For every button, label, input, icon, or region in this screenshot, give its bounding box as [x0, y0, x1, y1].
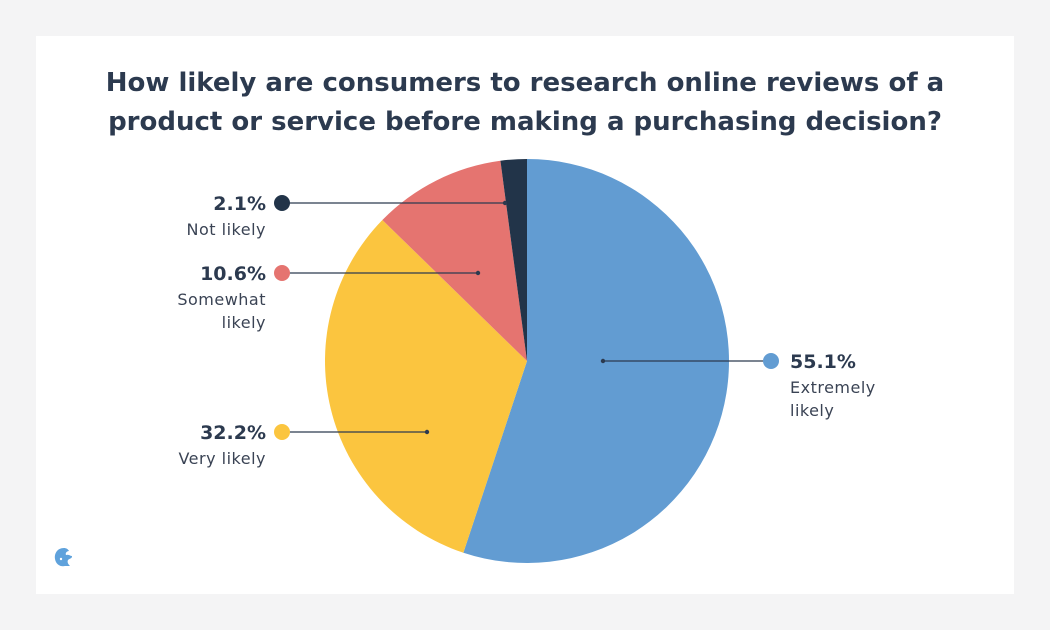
data-label-extremely-likely: 55.1%	[790, 351, 856, 373]
pie-slice-extremely-likely	[463, 159, 730, 563]
leader-tip-somewhat-likely	[475, 270, 481, 276]
category-label-not-likely: Not likely	[187, 220, 266, 239]
category-label-very-likely: Very likely	[178, 449, 266, 468]
legend-dot-not-likely	[274, 195, 290, 211]
pie-slice-very-likely	[325, 219, 527, 553]
category-label-somewhat-likely: likely	[222, 313, 266, 332]
chart-title: How likely are consumers to research onl…	[0, 64, 1050, 142]
pie-slice-somewhat-likely	[382, 160, 527, 361]
chart-title-line-2: product or service before making a purch…	[108, 107, 942, 137]
leader-tip-not-likely	[502, 200, 508, 206]
category-label-extremely-likely: likely	[790, 401, 834, 420]
chart-title-line-1: How likely are consumers to research onl…	[105, 68, 945, 98]
pie-slice-not-likely	[500, 159, 527, 361]
legend-dot-extremely-likely	[763, 353, 779, 369]
category-label-extremely-likely: Extremely	[790, 378, 876, 397]
cat-logo-icon	[54, 548, 72, 567]
category-label-somewhat-likely: Somewhat	[177, 290, 266, 309]
data-label-somewhat-likely: 10.6%	[200, 263, 266, 285]
data-label-very-likely: 32.2%	[200, 422, 266, 444]
data-label-not-likely: 2.1%	[213, 193, 266, 215]
legend-dot-very-likely	[274, 424, 290, 440]
leader-tip-extremely-likely	[600, 358, 606, 364]
legend-dot-somewhat-likely	[274, 265, 290, 281]
leader-tip-very-likely	[424, 429, 430, 435]
